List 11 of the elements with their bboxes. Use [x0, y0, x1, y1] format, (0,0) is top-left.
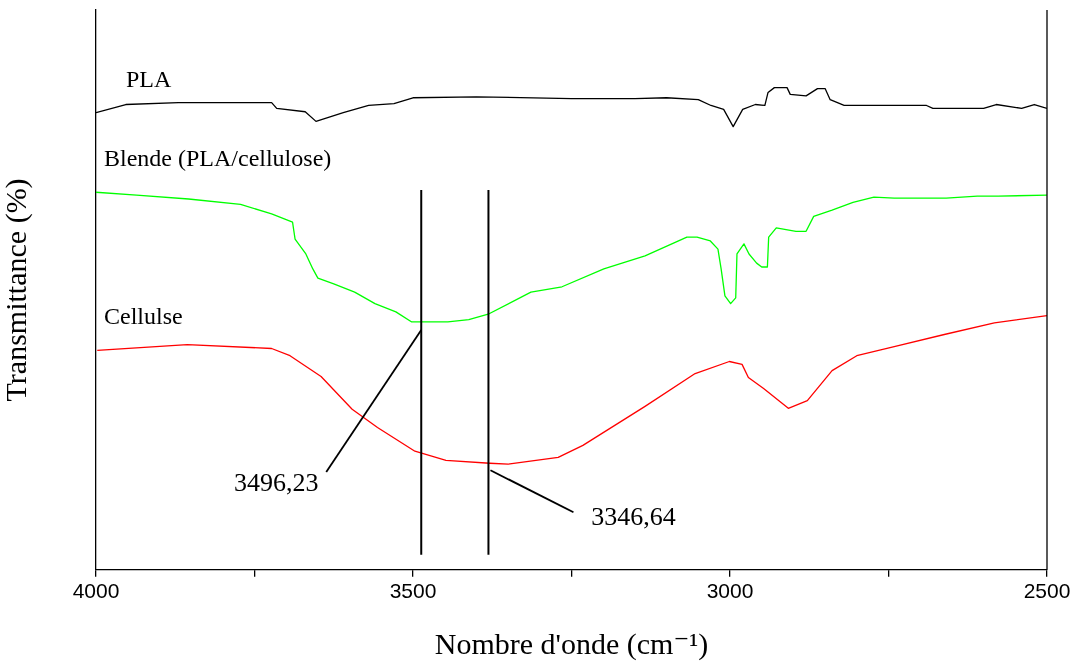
- series-label: Blende (PLA/cellulose): [104, 145, 332, 172]
- x-tick-label: 4000: [72, 579, 120, 603]
- x-tick-label: 2500: [1023, 579, 1071, 603]
- annotation: 3346,64: [591, 502, 676, 532]
- x-tick-label: 3000: [706, 579, 754, 603]
- x-axis-title: Nombre d'onde (cm⁻¹): [434, 626, 709, 661]
- y-axis-title: Transmittance (%): [0, 178, 33, 402]
- series-label: PLA: [126, 65, 173, 92]
- series-label: Cellulse: [104, 303, 183, 330]
- annotation: 3496,23: [233, 467, 319, 497]
- x-tick-label: 3500: [389, 579, 437, 603]
